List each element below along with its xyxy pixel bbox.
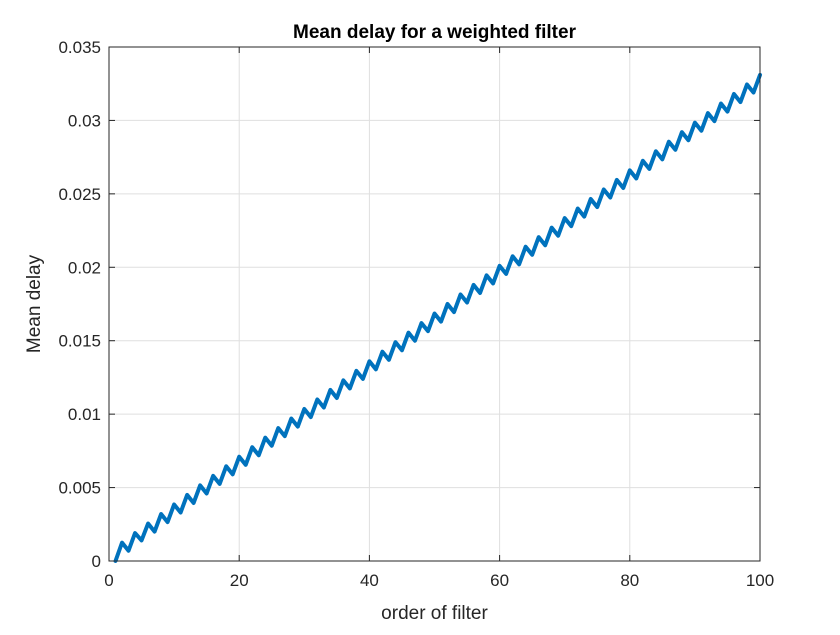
- tick-layer: 0 20 40 60 80 100 0 0.005 0.01 0.015 0.02 0.025 0.03…: [58, 38, 774, 590]
- series-layer: [113, 72, 762, 563]
- axes-box: [108, 46, 761, 562]
- y-axis-label: Mean delay: [24, 254, 45, 353]
- chart-title: Mean delay for a weighted filter: [293, 22, 577, 43]
- y-tick-label: 0.035: [58, 38, 101, 57]
- y-tick-label: 0: [92, 552, 101, 571]
- y-tick-label: 0.015: [58, 332, 101, 351]
- plot-area: [109, 47, 760, 561]
- y-tick-label: 0.005: [58, 479, 101, 498]
- x-tick-label: 60: [490, 571, 509, 590]
- x-tick-label: 20: [230, 571, 249, 590]
- x-axis-label: order of filter: [381, 603, 488, 624]
- x-tick-label: 80: [620, 571, 639, 590]
- x-tick-label: 100: [746, 571, 774, 590]
- y-tick-label: 0.025: [58, 185, 101, 204]
- x-tick-label: 0: [104, 571, 113, 590]
- y-tick-label: 0.02: [68, 258, 101, 277]
- grid-layer: [109, 47, 760, 561]
- y-tick-label: 0.03: [68, 111, 101, 130]
- y-tick-label: 0.01: [68, 405, 101, 424]
- series-line-0: [113, 72, 762, 563]
- x-tick-label: 40: [360, 571, 379, 590]
